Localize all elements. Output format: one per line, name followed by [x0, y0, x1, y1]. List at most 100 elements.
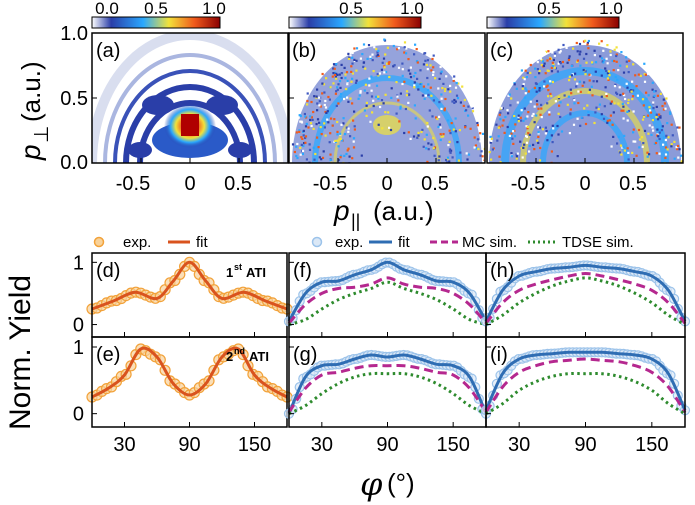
speckle: [641, 136, 644, 139]
speckle: [516, 152, 519, 155]
speckle: [522, 76, 525, 79]
fit-line: [484, 350, 687, 411]
speckle: [581, 84, 584, 87]
speckle: [627, 158, 630, 161]
svg-text:p: p: [333, 195, 350, 226]
speckle: [426, 160, 429, 163]
speckle: [440, 70, 443, 73]
speckle: [338, 80, 342, 83]
speckle: [324, 106, 328, 109]
speckle: [442, 133, 445, 136]
speckle: [426, 88, 430, 92]
speckle: [630, 89, 633, 92]
speckle: [351, 77, 354, 80]
speckle: [454, 86, 458, 89]
speckle: [332, 72, 335, 75]
speckle: [409, 137, 412, 140]
speckle: [609, 102, 612, 105]
speckle: [533, 86, 536, 89]
heatmap-b: [289, 33, 485, 163]
speckle: [499, 118, 502, 121]
speckle: [658, 152, 661, 155]
speckle: [511, 137, 514, 140]
speckle: [364, 67, 367, 70]
speckle: [627, 151, 630, 154]
speckle: [673, 140, 676, 143]
speckle: [334, 92, 337, 95]
speckle: [426, 125, 429, 128]
speckle: [471, 107, 474, 110]
speckle: [323, 126, 326, 129]
speckle: [632, 89, 635, 92]
speckle: [387, 62, 390, 65]
speckle: [615, 53, 618, 56]
speckle: [642, 104, 645, 107]
speckle: [395, 81, 398, 84]
colorbar-a: [91, 16, 221, 29]
speckle: [664, 107, 667, 110]
speckle: [295, 145, 298, 148]
speckle: [632, 140, 635, 143]
speckle: [323, 122, 326, 125]
speckle: [445, 158, 448, 162]
speckle: [321, 156, 325, 159]
speckle: [664, 156, 667, 159]
speckle: [615, 54, 618, 58]
speckle: [551, 61, 554, 64]
top-xtick-b-0: 0: [381, 173, 392, 195]
speckle: [329, 132, 332, 135]
speckle: [448, 160, 451, 163]
speckle: [593, 121, 596, 125]
lineplot-i: (i) 30 90 150: [480, 336, 691, 456]
speckle: [372, 70, 375, 73]
speckle: [443, 107, 446, 110]
speckle: [293, 150, 296, 154]
speckle: [612, 135, 615, 138]
mc-sim-line: [484, 271, 687, 325]
speckle: [533, 148, 536, 151]
speckle: [612, 69, 615, 72]
speckle: [441, 59, 444, 62]
speckle: [433, 154, 436, 157]
speckle: [469, 100, 472, 103]
speckle: [304, 135, 308, 138]
speckle: [524, 87, 527, 90]
speckle: [343, 154, 346, 157]
speckle: [440, 135, 443, 138]
speckle: [302, 129, 305, 132]
speckle: [361, 53, 364, 56]
speckle: [388, 61, 391, 64]
speckle: [656, 94, 659, 97]
speckle: [306, 99, 309, 103]
speckle: [638, 138, 642, 141]
speckle: [422, 85, 425, 88]
speckle: [336, 73, 339, 76]
speckle: [416, 85, 420, 88]
speckle: [296, 156, 299, 160]
speckle: [655, 139, 658, 142]
speckle: [426, 76, 429, 80]
speckle: [308, 143, 311, 146]
speckle: [537, 132, 540, 135]
speckle: [447, 144, 450, 147]
speckle: [626, 110, 629, 113]
speckle: [572, 123, 576, 126]
lineplot-g: (g) 30 90 150: [283, 336, 492, 456]
speckle: [432, 71, 435, 74]
speckle: [532, 143, 535, 146]
speckle: [649, 109, 652, 112]
speckle: [401, 62, 404, 65]
speckle: [576, 50, 579, 53]
speckle: [585, 61, 588, 64]
speckle: [409, 76, 413, 79]
speckle: [517, 114, 520, 117]
speckle: [315, 95, 318, 98]
speckle: [520, 147, 523, 150]
speckle: [594, 111, 597, 114]
bottom-ytick: 1: [73, 252, 84, 274]
speckle: [369, 120, 372, 123]
top-xtick-a-0: 0: [184, 173, 195, 195]
speckle: [521, 156, 524, 159]
speckle: [595, 80, 599, 83]
speckle: [481, 155, 484, 158]
